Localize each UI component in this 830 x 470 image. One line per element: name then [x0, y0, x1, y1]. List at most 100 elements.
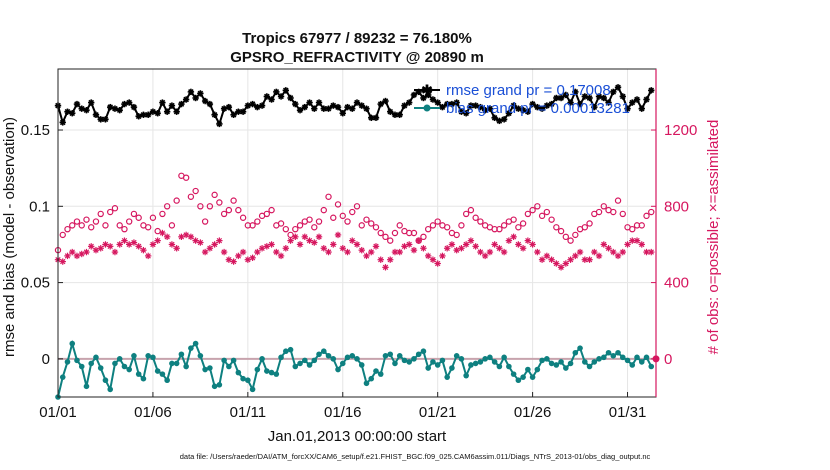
rmse-point — [429, 96, 437, 103]
bias-point — [226, 363, 232, 370]
obs-possible-point — [519, 220, 527, 227]
obs-assimilated-point — [216, 237, 223, 244]
bias-point — [591, 359, 598, 365]
rmse-point — [529, 100, 536, 108]
rmse-point — [111, 105, 119, 112]
rmse-point — [591, 103, 598, 111]
rmse-point — [144, 111, 152, 118]
bias-point — [121, 363, 128, 370]
obs-possible-point — [363, 216, 370, 223]
bias-point — [515, 377, 522, 384]
rmse-point — [287, 94, 294, 102]
obs-possible-point — [83, 216, 90, 223]
obs-possible-point — [306, 216, 313, 223]
obs-assimilated-point — [163, 233, 171, 241]
bias-point — [278, 354, 284, 361]
obs-assimilated-point — [410, 246, 418, 254]
obs-possible-point — [372, 224, 380, 231]
obs-possible-point — [168, 222, 176, 229]
obs-possible-point — [292, 225, 299, 233]
bias-point — [624, 357, 631, 364]
rmse-point — [149, 108, 157, 115]
obs-assimilated-point — [534, 248, 541, 256]
bias-point — [444, 374, 450, 380]
rmse-point — [173, 108, 180, 115]
obs-assimilated-point — [277, 252, 285, 260]
bias-point — [420, 348, 427, 355]
obs-assimilated-point — [377, 256, 384, 263]
obs-assimilated-point — [519, 245, 527, 252]
obs-possible-point — [69, 222, 76, 229]
bias-point — [610, 353, 617, 359]
bias-point — [534, 366, 541, 373]
obs-possible-point — [97, 210, 104, 218]
obs-assimilated-point — [64, 252, 71, 260]
obs-assimilated-point — [524, 237, 532, 244]
bias-point — [596, 356, 602, 362]
rmse-point — [448, 100, 456, 108]
obs-assimilated-point — [107, 243, 114, 250]
obs-possible-point — [268, 206, 275, 214]
bias-point — [453, 353, 460, 359]
bias-point — [401, 357, 408, 364]
obs-possible-point — [534, 203, 541, 210]
bias-point — [496, 363, 503, 370]
obs-assimilated-point — [111, 248, 119, 256]
obs-possible-point — [434, 218, 441, 225]
obs-possible-point — [629, 225, 636, 233]
bias-point — [64, 359, 71, 365]
bias-point — [396, 353, 403, 359]
obs-assimilated-point — [254, 248, 261, 256]
rmse-point — [372, 114, 380, 122]
obs-assimilated-point — [629, 237, 636, 244]
rmse-point — [206, 100, 214, 108]
bias-point — [254, 366, 261, 373]
bias-point — [126, 366, 132, 373]
obs-assimilated-point — [173, 245, 180, 252]
obs-possible-point — [477, 218, 484, 225]
plot-series — [54, 84, 660, 400]
obs-possible-point — [282, 225, 290, 233]
bias-point — [188, 345, 194, 351]
obs-assimilated-point — [97, 245, 104, 252]
obs-assimilated-point — [301, 233, 308, 241]
rmse-point — [311, 105, 318, 112]
rmse-point — [624, 105, 631, 112]
obs-possible-point — [453, 231, 460, 239]
obs-assimilated-point — [648, 248, 655, 256]
obs-assimilated-point — [572, 252, 579, 260]
obs-assimilated-point — [330, 241, 337, 248]
obs-assimilated-point — [287, 237, 294, 244]
obs-possible-point — [496, 225, 503, 233]
rmse-point — [401, 102, 408, 109]
bias-point — [643, 354, 650, 361]
obs-assimilated-point — [116, 241, 123, 248]
bias-point — [169, 360, 175, 367]
rmse-point — [178, 100, 185, 108]
bias-point — [240, 375, 246, 382]
rmse-point — [406, 99, 413, 106]
rmse-point — [78, 105, 85, 112]
x-tick-label: 01/21 — [419, 404, 457, 421]
bias-point — [306, 362, 313, 368]
bias-point — [586, 363, 593, 370]
rmse-point — [387, 108, 394, 115]
bias-point — [339, 360, 346, 367]
bias-point — [425, 365, 431, 371]
bias-point — [207, 365, 213, 371]
data-file-footer: data file: /Users/raeder/DAI/ATM_forcXX/… — [180, 452, 651, 461]
obs-assimilated-point — [548, 256, 555, 263]
obs-possible-point — [382, 233, 389, 241]
obs-possible-point — [201, 218, 209, 225]
obs-possible-point — [239, 214, 247, 221]
legend-rmse-label: rmse grand pr = 0.17008 — [446, 82, 611, 99]
obs-possible-point — [500, 222, 508, 229]
bias-point — [192, 340, 199, 347]
bias-point — [216, 381, 223, 388]
obs-assimilated-point — [135, 243, 142, 250]
obs-assimilated-point — [581, 256, 589, 263]
rmse-point — [244, 102, 252, 109]
bias-point — [316, 351, 322, 358]
rmse-point — [382, 97, 389, 105]
obs-possible-point — [121, 225, 128, 233]
